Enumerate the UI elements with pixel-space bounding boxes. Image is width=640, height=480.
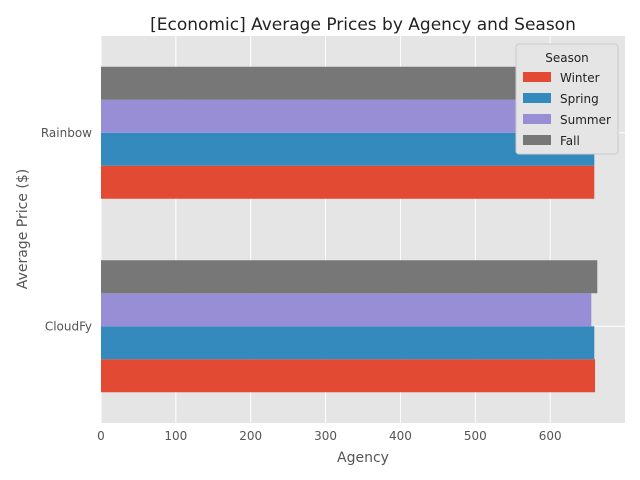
legend: Season Winter Spring Summer Fall: [515, 43, 619, 155]
legend-box: [515, 43, 619, 155]
bar-rainbow-summer: [101, 99, 595, 133]
x-tick-label: 500: [464, 429, 487, 443]
y-tick-labels: CloudFy Rainbow: [41, 126, 92, 334]
y-tick-label: CloudFy: [45, 319, 92, 333]
bar-rainbow-winter: [101, 165, 595, 199]
x-tick-label: 300: [314, 429, 337, 443]
bars: [101, 66, 598, 393]
legend-label-summer: Summer: [560, 113, 611, 127]
x-tick-label: 0: [97, 429, 105, 443]
bar-cloudfy-fall: [101, 260, 598, 294]
legend-swatch-summer: [523, 114, 551, 124]
y-axis-label: Average Price ($): [15, 169, 31, 289]
legend-swatch-spring: [523, 93, 551, 103]
bar-cloudfy-spring: [101, 326, 595, 360]
bar-rainbow-fall: [101, 66, 595, 100]
legend-label-fall: Fall: [560, 134, 580, 148]
legend-items: Winter Spring Summer Fall: [523, 71, 611, 148]
bar-cloudfy-summer: [101, 293, 592, 327]
legend-label-winter: Winter: [560, 71, 600, 85]
x-tick-label: 600: [539, 429, 562, 443]
bar-rainbow-spring: [101, 132, 595, 166]
x-tick-label: 200: [239, 429, 262, 443]
legend-swatch-fall: [523, 135, 551, 145]
x-tick-label: 400: [389, 429, 412, 443]
x-tick-label: 100: [164, 429, 187, 443]
legend-label-spring: Spring: [560, 92, 599, 106]
bar-cloudfy-winter: [101, 359, 596, 393]
x-axis-label: Agency: [337, 450, 389, 466]
chart-title: [Economic] Average Prices by Agency and …: [150, 15, 576, 35]
x-tick-labels: 0 100 200 300 400 500 600: [97, 429, 561, 443]
legend-swatch-winter: [523, 72, 551, 82]
legend-title: Season: [545, 51, 589, 65]
y-tick-label: Rainbow: [41, 126, 92, 140]
